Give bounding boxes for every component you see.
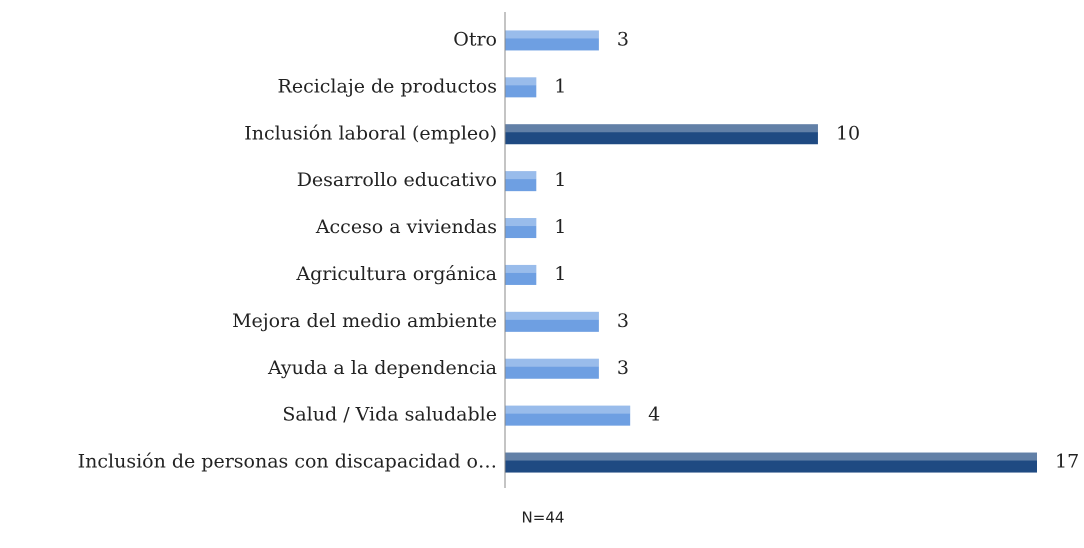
bar bbox=[505, 77, 537, 98]
bar-shine bbox=[505, 30, 599, 39]
data-label: 1 bbox=[554, 169, 566, 191]
y-tick-label: Desarrollo educativo bbox=[297, 169, 497, 191]
y-tick-label: Inclusión laboral (empleo) bbox=[244, 122, 497, 144]
bar-shine bbox=[505, 77, 537, 86]
bar bbox=[505, 452, 1037, 473]
bar bbox=[505, 171, 537, 192]
data-label: 1 bbox=[554, 216, 566, 238]
bar-shine bbox=[505, 452, 1037, 461]
data-label: 1 bbox=[554, 263, 566, 285]
y-tick-label: Salud / Vida saludable bbox=[282, 404, 497, 426]
bar bbox=[505, 405, 631, 426]
bar-shine bbox=[505, 218, 537, 227]
bar-shine bbox=[505, 124, 818, 133]
y-tick-label: Otro bbox=[453, 28, 497, 50]
y-tick-label: Ayuda a la dependencia bbox=[267, 357, 497, 379]
bar bbox=[505, 264, 537, 285]
y-tick-label: Inclusión de personas con discapacidad o… bbox=[78, 451, 497, 473]
data-label: 10 bbox=[836, 122, 860, 144]
bar-shine bbox=[505, 264, 537, 273]
annotation: N=44 bbox=[522, 509, 565, 527]
bar bbox=[505, 358, 599, 379]
data-label: 1 bbox=[554, 75, 566, 97]
y-tick-label: Acceso a viviendas bbox=[315, 216, 497, 238]
data-label: 3 bbox=[617, 28, 629, 50]
bar bbox=[505, 311, 599, 332]
bar-shine bbox=[505, 405, 631, 414]
y-tick-label: Agricultura orgánica bbox=[295, 263, 497, 285]
data-label: 17 bbox=[1055, 451, 1079, 473]
data-label: 4 bbox=[648, 404, 660, 426]
bar bbox=[505, 218, 537, 239]
bar bbox=[505, 124, 818, 145]
data-label: 3 bbox=[617, 357, 629, 379]
data-label: 3 bbox=[617, 310, 629, 332]
y-tick-label: Reciclaje de productos bbox=[278, 75, 497, 97]
y-tick-label: Mejora del medio ambiente bbox=[232, 310, 497, 332]
bar-shine bbox=[505, 311, 599, 320]
bar-shine bbox=[505, 358, 599, 367]
bar bbox=[505, 30, 599, 51]
bar-shine bbox=[505, 171, 537, 180]
